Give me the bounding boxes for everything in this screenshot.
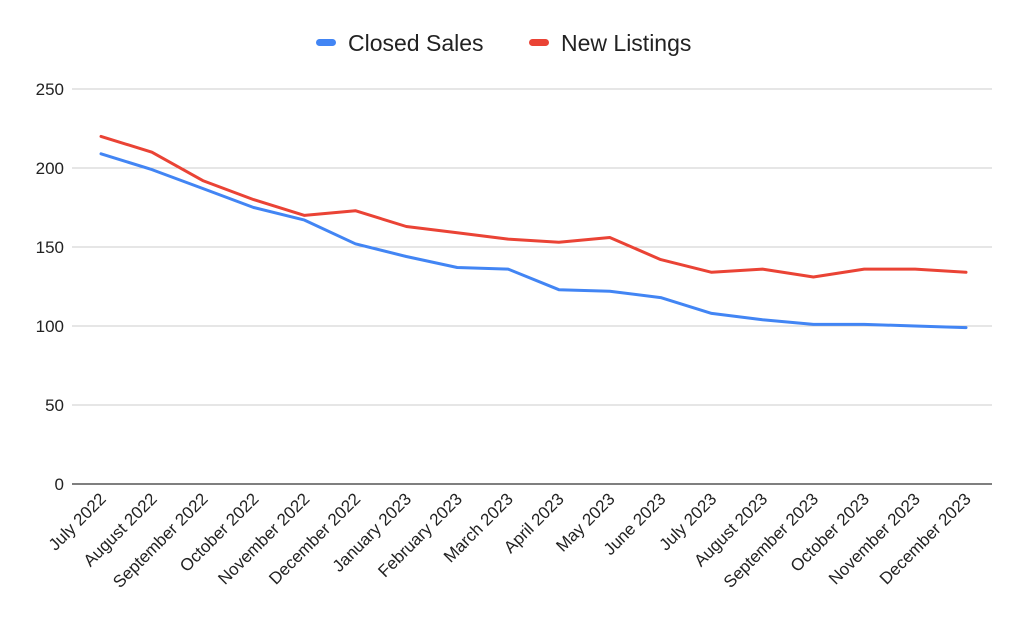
legend-label: Closed Sales xyxy=(348,30,484,56)
y-tick-label: 0 xyxy=(55,475,64,494)
y-tick-label: 250 xyxy=(36,80,64,99)
series-group xyxy=(99,134,968,330)
y-tick-label: 150 xyxy=(36,238,64,257)
x-tick-label: December 2022 xyxy=(265,489,364,588)
y-axis: 0 50 100 150 200 250 xyxy=(36,80,64,494)
y-tick-label: 200 xyxy=(36,159,64,178)
y-tick-label: 100 xyxy=(36,317,64,336)
legend-label: New Listings xyxy=(561,30,691,56)
series-line-new-listings xyxy=(99,134,968,279)
series-line-closed-sales xyxy=(99,152,968,330)
grid xyxy=(72,88,992,485)
x-tick-label: December 2023 xyxy=(876,489,975,588)
legend: Closed Sales New Listings xyxy=(316,30,691,56)
x-tick-label: September 2023 xyxy=(720,489,822,591)
legend-swatch xyxy=(316,39,336,46)
y-tick-label: 50 xyxy=(45,396,64,415)
x-tick-label: November 2023 xyxy=(825,489,924,588)
x-tick-label: November 2022 xyxy=(214,489,313,588)
x-tick-label: September 2022 xyxy=(109,489,211,591)
legend-swatch xyxy=(529,39,549,46)
